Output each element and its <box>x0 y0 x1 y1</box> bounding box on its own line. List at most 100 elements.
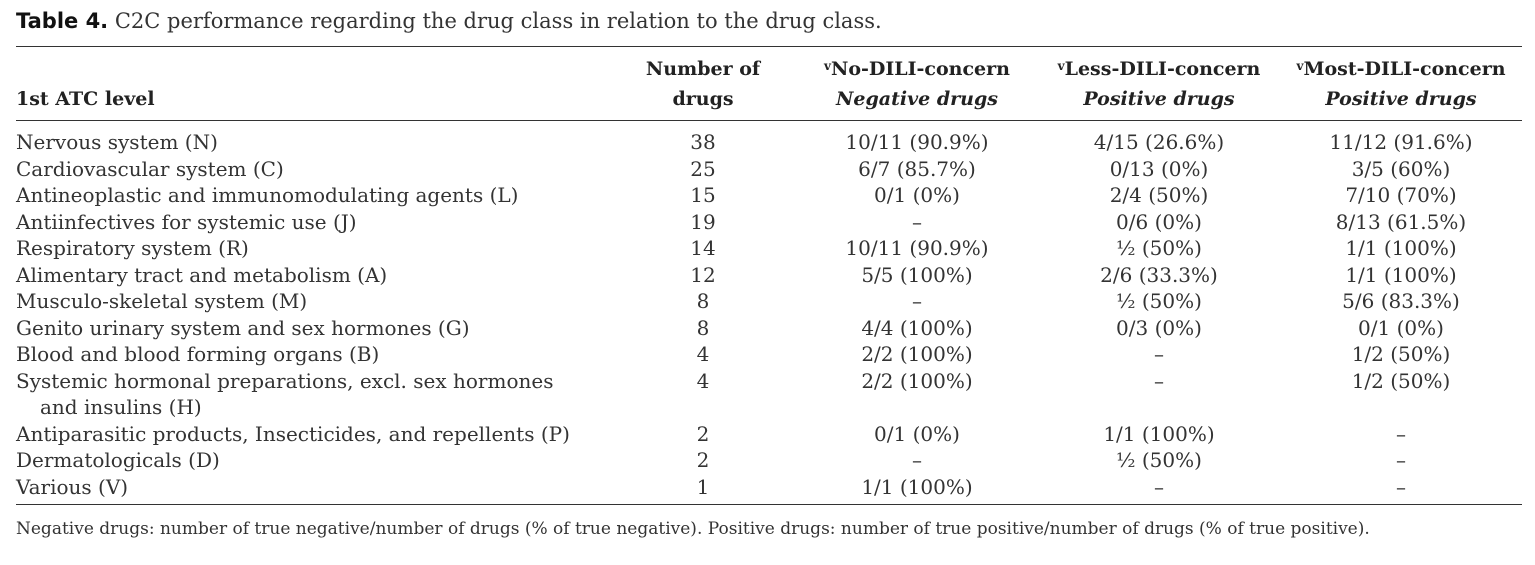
cell-number-of-drugs: 4 <box>696 368 710 393</box>
caption-text: C2C performance regarding the drug class… <box>108 9 882 33</box>
atc-name: Alimentary tract and metabolism (A) <box>16 262 388 287</box>
cell-atc-level: Nervous system (N) <box>16 121 610 156</box>
table-row: Antineoplastic and immunomodulating agen… <box>16 182 1522 209</box>
header-no-dili: vNo-DILI-concern Negative drugs <box>796 47 1038 121</box>
cell-number-of-drugs: 12 <box>690 262 716 287</box>
atc-name: Dermatologicals (D) <box>16 448 220 472</box>
cell-less-dili: 2/4 (50%) <box>1109 183 1209 207</box>
table-header: 1st ATC level Number of drugs vNo-DILI-c… <box>16 47 1522 121</box>
header-number-line1: Number of <box>645 58 761 80</box>
cell-most-dili: 1/2 (50%) <box>1351 342 1451 366</box>
cell-no-dili: 2/2 (100%) <box>861 368 973 393</box>
cell-less-dili: – <box>1154 474 1164 499</box>
table-row: Blood and blood forming organs (B) 4 2/2 (… <box>16 341 1522 368</box>
cell-less-dili: – <box>1154 342 1164 366</box>
cell-number-of-drugs: 8 <box>696 289 710 313</box>
cell-no-dili: 0/1 (0%) <box>874 421 960 446</box>
cell-number-of-drugs: 15 <box>690 183 716 207</box>
table-row: Antiparasitic products, Insecticides, an… <box>16 421 1522 448</box>
atc-name: Genito urinary system and sex hormones (… <box>16 315 470 340</box>
table-figure: Table 4. C2C performance regarding the d… <box>16 6 1522 541</box>
cell-less-dili: ½ (50%) <box>1116 448 1202 472</box>
table-label: Table 4. <box>16 9 109 33</box>
header-atc-level: 1st ATC level <box>16 88 155 110</box>
cell-number-of-drugs: 19 <box>690 209 716 234</box>
header-less-dili-mark: v <box>1057 59 1065 73</box>
header-most-dili-title: vMost-DILI-concern <box>1296 58 1505 80</box>
header-less-dili-sub: Positive drugs <box>1083 88 1235 110</box>
atc-name: Blood and blood forming organs (B) <box>16 342 380 366</box>
cell-less-dili: – <box>1154 368 1164 393</box>
atc-name: Systemic hormonal preparations, excl. se… <box>16 368 554 393</box>
cell-atc-level: Blood and blood forming organs (B) <box>16 341 610 368</box>
cell-atc-level: Musculo-skeletal system (M) <box>16 288 610 315</box>
table-row: Genito urinary system and sex hormones (… <box>16 315 1522 342</box>
cell-number-of-drugs: 38 <box>690 130 716 154</box>
cell-number-of-drugs: 8 <box>696 315 710 340</box>
cell-less-dili: 0/6 (0%) <box>1116 209 1202 234</box>
header-most-dili: vMost-DILI-concern Positive drugs <box>1280 47 1522 121</box>
cell-most-dili: 5/6 (83.3%) <box>1342 289 1460 313</box>
table-row: Nervous system (N) 38 10/11 (90.9%) 4/15 (2… <box>16 121 1522 156</box>
cell-no-dili: – <box>912 289 922 313</box>
atc-name: Antineoplastic and immunomodulating agen… <box>16 183 519 207</box>
cell-atc-level: Antiinfectives for systemic use (J) <box>16 209 610 236</box>
atc-name: Antiparasitic products, Insecticides, an… <box>16 421 570 446</box>
atc-name-continuation: and insulins (H) <box>40 395 202 419</box>
cell-no-dili: 6/7 (85.7%) <box>858 156 976 181</box>
cell-no-dili: 10/11 (90.9%) <box>845 236 989 260</box>
table-footnote: Negative drugs: number of true negative/… <box>16 519 1370 539</box>
cell-no-dili: 5/5 (100%) <box>861 262 973 287</box>
atc-name: Various (V) <box>16 474 129 499</box>
table-row: Cardiovascular system (C) 25 6/7 (85.7%) 0/… <box>16 156 1522 183</box>
table-caption: Table 4. C2C performance regarding the d… <box>16 6 1522 36</box>
header-most-dili-sub: Positive drugs <box>1325 88 1477 110</box>
cell-number-of-drugs: 2 <box>696 448 710 472</box>
header-no-dili-mark: v <box>824 59 831 73</box>
cell-no-dili: – <box>912 209 922 234</box>
data-table: 1st ATC level Number of drugs vNo-DILI-c… <box>16 46 1522 505</box>
cell-atc-level: Various (V) <box>16 474 610 505</box>
atc-name: Cardiovascular system (C) <box>16 156 284 181</box>
table-row: Various (V) 1 1/1 (100%) – – <box>16 474 1522 505</box>
atc-name: Musculo-skeletal system (M) <box>16 289 308 313</box>
table-row: Systemic hormonal preparations, excl. se… <box>16 368 1522 421</box>
cell-atc-level: Systemic hormonal preparations, excl. se… <box>16 368 610 421</box>
cell-number-of-drugs: 14 <box>690 236 716 260</box>
cell-no-dili: 10/11 (90.9%) <box>845 130 989 154</box>
header-no-dili-text: No-DILI-concern <box>831 58 1010 80</box>
cell-atc-level: Antineoplastic and immunomodulating agen… <box>16 182 610 209</box>
cell-less-dili: 0/3 (0%) <box>1116 315 1202 340</box>
cell-number-of-drugs: 2 <box>696 421 710 446</box>
table-body: Nervous system (N) 38 10/11 (90.9%) 4/15 (2… <box>16 121 1522 505</box>
cell-most-dili: 1/2 (50%) <box>1351 368 1451 393</box>
cell-most-dili: 1/1 (100%) <box>1345 236 1457 260</box>
header-most-dili-text: Most-DILI-concern <box>1303 58 1506 80</box>
cell-most-dili: 11/12 (91.6%) <box>1329 130 1473 154</box>
cell-number-of-drugs: 25 <box>690 156 716 181</box>
cell-less-dili: 2/6 (33.3%) <box>1100 262 1218 287</box>
cell-less-dili: ½ (50%) <box>1116 289 1202 313</box>
atc-name: Antiinfectives for systemic use (J) <box>16 209 357 234</box>
cell-most-dili: 0/1 (0%) <box>1358 315 1444 340</box>
cell-no-dili: 2/2 (100%) <box>861 342 973 366</box>
header-no-dili-title: vNo-DILI-concern <box>824 58 1010 80</box>
cell-no-dili: 0/1 (0%) <box>874 183 960 207</box>
header-number-of-drugs: Number of drugs <box>610 47 796 121</box>
cell-no-dili: 4/4 (100%) <box>861 315 973 340</box>
cell-less-dili: 0/13 (0%) <box>1109 156 1209 181</box>
table-row: Antiinfectives for systemic use (J) 19 – 0/… <box>16 209 1522 236</box>
atc-name: Respiratory system (R) <box>16 236 249 260</box>
cell-number-of-drugs: 1 <box>696 474 710 499</box>
table-row: Dermatologicals (D) 2 – ½ (50%) – <box>16 447 1522 474</box>
cell-number-of-drugs: 4 <box>696 342 710 366</box>
atc-name: Nervous system (N) <box>16 130 218 154</box>
table-row: Respiratory system (R) 14 10/11 (90.9%) ½ (… <box>16 235 1522 262</box>
header-less-dili: vLess-DILI-concern Positive drugs <box>1038 47 1280 121</box>
header-less-dili-text: Less-DILI-concern <box>1064 58 1261 80</box>
cell-most-dili: 7/10 (70%) <box>1345 183 1457 207</box>
cell-less-dili: 4/15 (26.6%) <box>1093 130 1225 154</box>
cell-atc-level: Genito urinary system and sex hormones (… <box>16 315 610 342</box>
cell-less-dili: ½ (50%) <box>1116 236 1202 260</box>
header-no-dili-sub: Negative drugs <box>836 88 998 110</box>
